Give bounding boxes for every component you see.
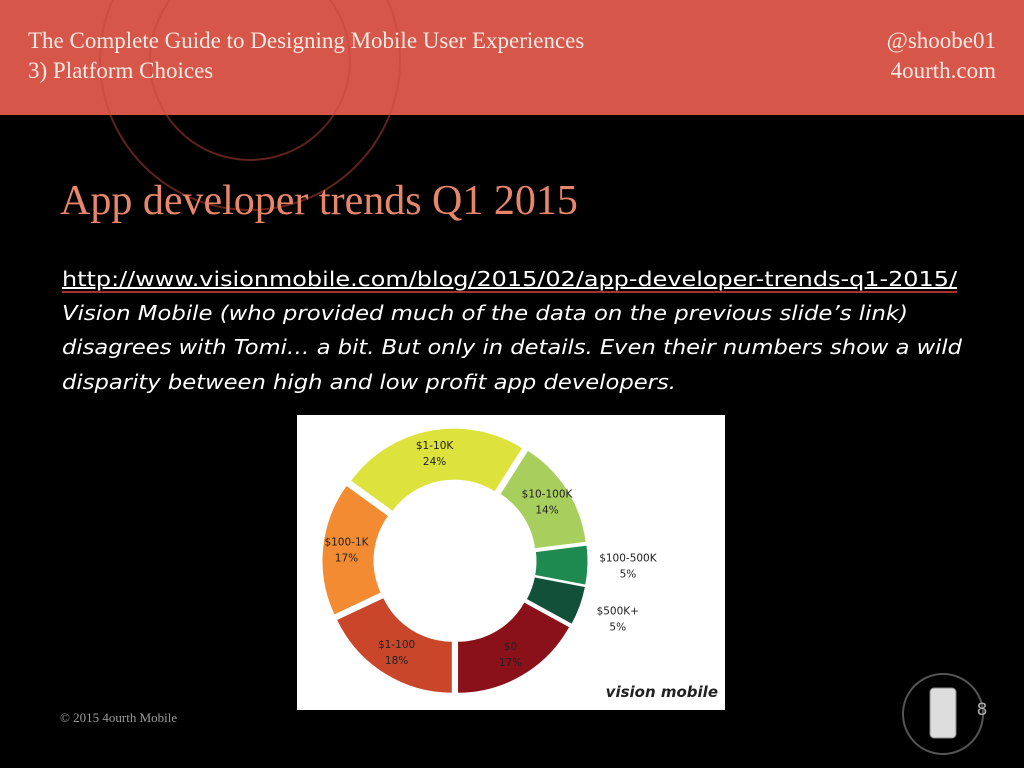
copyright: © 2015 4ourth Mobile bbox=[60, 710, 177, 725]
donut-segment bbox=[525, 576, 587, 626]
donut-segment bbox=[349, 427, 524, 513]
segment-value: 14% bbox=[535, 505, 558, 517]
header-texture bbox=[99, 0, 401, 211]
donut-segment bbox=[499, 449, 587, 550]
chart-logo: vision mobile bbox=[606, 683, 718, 701]
header-title: The Complete Guide to Designing Mobile U… bbox=[28, 28, 584, 53]
donut-chart: $1-10K 24% $10-100K 14% $100-500K 5% $500K+ 5% $… bbox=[321, 427, 658, 694]
body-line: disparity between high and low profit ap… bbox=[62, 370, 676, 394]
slide-title: App developer trends Q1 2015 bbox=[60, 178, 578, 224]
segment-label: $1-100 bbox=[378, 639, 415, 651]
segment-value: 18% bbox=[385, 655, 408, 667]
segment-value: 5% bbox=[620, 568, 637, 580]
body-line: Vision Mobile (who provided much of the … bbox=[62, 301, 908, 325]
body-line: disagrees with Tomi… a bit. But only in … bbox=[62, 335, 962, 359]
segment-value: 17% bbox=[335, 553, 358, 565]
donut-segment bbox=[534, 544, 589, 586]
segment-label: $100-1K bbox=[324, 537, 369, 549]
header-subtitle: 3) Platform Choices bbox=[28, 58, 213, 83]
segment-value: 5% bbox=[609, 622, 626, 634]
link[interactable]: http://www.visionmobile.com/blog/2015/02… bbox=[62, 267, 957, 291]
segment-value: 24% bbox=[423, 456, 446, 468]
segment-label: $500K+ bbox=[597, 606, 639, 618]
donut-segment bbox=[321, 484, 390, 616]
segment-value: 17% bbox=[499, 657, 522, 669]
header-site: 4ourth.com bbox=[891, 58, 997, 83]
segment-label: $100-500K bbox=[599, 552, 658, 564]
header-texture bbox=[149, 0, 351, 161]
page-number: 8 bbox=[977, 700, 988, 720]
header-bar bbox=[0, 0, 1024, 115]
page-badge bbox=[902, 673, 984, 755]
donut-segment bbox=[457, 601, 571, 694]
phone-icon bbox=[929, 687, 957, 739]
segment-label: $1-10K bbox=[416, 440, 455, 452]
donut-segment bbox=[335, 596, 453, 694]
segment-label: $10-100K bbox=[522, 489, 574, 501]
header-handle: @shoobe01 bbox=[887, 28, 996, 53]
segment-label: $0 bbox=[504, 641, 517, 653]
